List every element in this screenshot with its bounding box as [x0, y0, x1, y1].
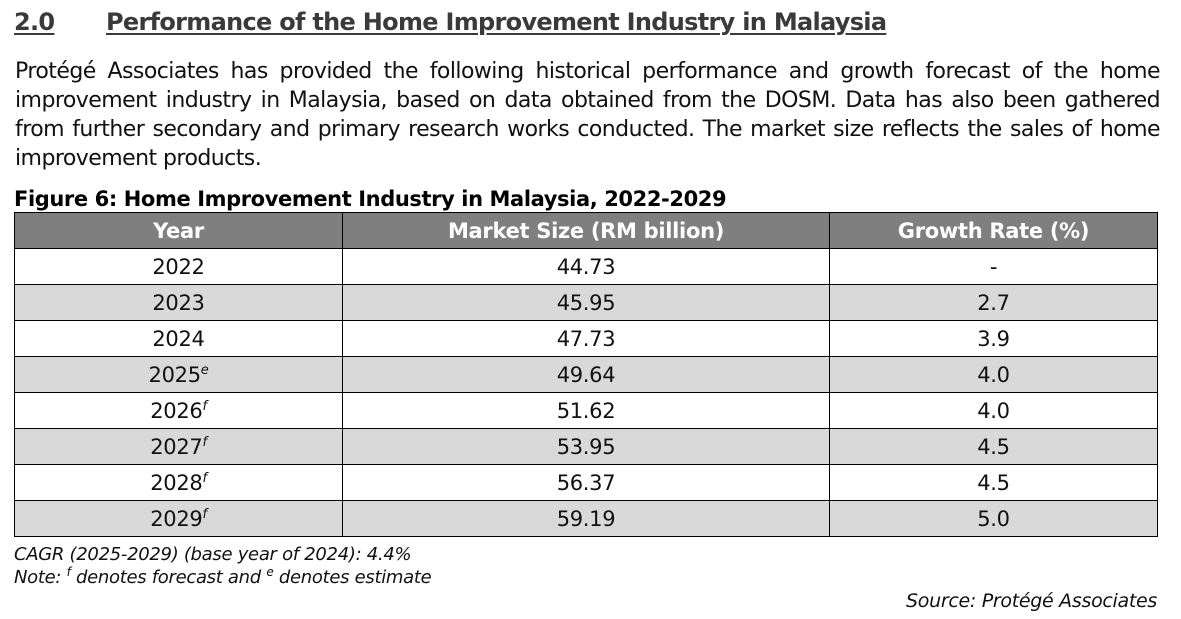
table-row: 2025e 49.64 4.0 — [14, 356, 1158, 393]
market-size-cell: 56.37 — [342, 464, 830, 501]
market-size-cell: 45.95 — [342, 284, 830, 321]
forecast-text: denotes forecast and — [70, 567, 267, 588]
section-title: Performance of the Home Improvement Indu… — [106, 8, 887, 36]
intro-paragraph: Protégé Associates has provided the foll… — [15, 59, 1161, 171]
year-mark: f — [202, 398, 207, 414]
year-value: 2024 — [152, 326, 205, 351]
cagr-note: CAGR (2025-2029) (base year of 2024): 4.… — [14, 544, 412, 565]
table-row: 2027f 53.95 4.5 — [14, 428, 1158, 465]
forecast-mark: f — [66, 565, 71, 579]
note-prefix: Note: — [14, 567, 67, 588]
year-cell: 2027f — [14, 428, 343, 465]
year-cell: 2023 — [14, 284, 343, 321]
market-size-cell: 51.62 — [342, 392, 830, 429]
year-mark: e — [200, 362, 209, 378]
growth-rate-cell: 2.7 — [829, 284, 1158, 321]
estimate-mark: e — [266, 565, 274, 579]
source-note: Source: Protégé Associates — [906, 590, 1157, 612]
year-mark: f — [202, 434, 207, 450]
year-cell: 2028f — [14, 464, 343, 501]
year-cell: 2024 — [14, 320, 343, 357]
growth-rate-cell: 3.9 — [829, 320, 1158, 357]
figure-caption: Figure 6: Home Improvement Industry in M… — [14, 187, 727, 211]
table-body: 2022 44.73-2023 45.95 2.7 2024 47.73 3.9 2025e 4… — [14, 248, 1158, 537]
growth-rate-cell: - — [829, 248, 1158, 285]
market-size-cell: 47.73 — [342, 320, 830, 357]
year-mark: f — [202, 470, 207, 486]
table-row: 2022 44.73- — [14, 248, 1158, 285]
table-row: 2029f 59.19 5.0 — [14, 500, 1158, 537]
table-row: 2023 45.95 2.7 — [14, 284, 1158, 321]
market-size-cell: 53.95 — [342, 428, 830, 465]
year-value: 2022 — [152, 254, 205, 279]
market-size-table: Year Market Size (RM billion) Growth Rat… — [14, 212, 1158, 537]
market-size-cell: 59.19 — [342, 500, 830, 537]
growth-rate-cell: 4.5 — [829, 428, 1158, 465]
growth-rate-cell: 4.0 — [829, 392, 1158, 429]
growth-rate-cell: 4.0 — [829, 356, 1158, 393]
table-row: 2026f 51.62 4.0 — [14, 392, 1158, 429]
market-size-cell: 44.73 — [342, 248, 830, 285]
column-header-year: Year — [14, 212, 343, 249]
year-value: 2023 — [152, 290, 205, 315]
growth-rate-cell: 4.5 — [829, 464, 1158, 501]
year-value: 2029 — [150, 506, 203, 531]
table-header-row: Year Market Size (RM billion) Growth Rat… — [14, 212, 1158, 249]
year-cell: 2025e — [14, 356, 343, 393]
year-value: 2025 — [148, 362, 202, 387]
column-header-market-size: Market Size (RM billion) — [342, 212, 830, 249]
column-header-growth-rate: Growth Rate (%) — [829, 212, 1158, 249]
table-row: 2024 47.73 3.9 — [14, 320, 1158, 357]
year-value: 2028 — [150, 470, 203, 495]
section-heading: 2.0 Performance of the Home Improvement I… — [14, 8, 887, 36]
year-value: 2026 — [150, 398, 203, 423]
section-number: 2.0 — [14, 8, 55, 36]
market-size-cell: 49.64 — [342, 356, 830, 393]
year-cell: 2022 — [14, 248, 343, 285]
legend-note: Note: f denotes forecast and e denotes e… — [14, 565, 432, 588]
growth-rate-cell: 5.0 — [829, 500, 1158, 537]
year-cell: 2029f — [14, 500, 343, 537]
year-cell: 2026f — [14, 392, 343, 429]
table-row: 2028f 56.37 4.5 — [14, 464, 1158, 501]
year-value: 2027 — [150, 434, 203, 459]
estimate-text: denotes estimate — [273, 567, 432, 588]
year-mark: f — [202, 506, 207, 522]
